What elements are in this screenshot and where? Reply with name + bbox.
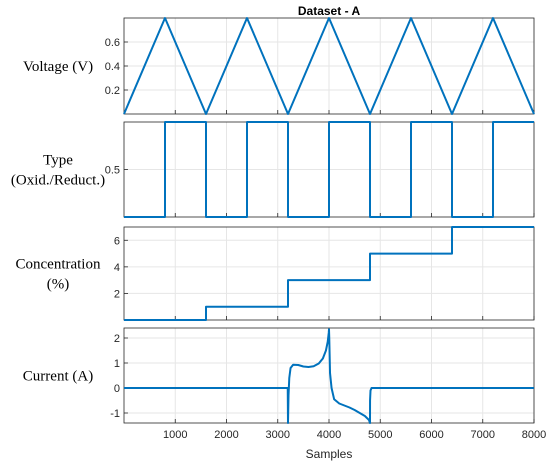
y-tick-label: 6 — [114, 235, 120, 247]
x-axis-label: Samples — [306, 447, 353, 461]
y-axis-label: Concentration — [16, 257, 101, 273]
y-tick-label: -1 — [110, 408, 120, 420]
y-tick-label: 0 — [114, 383, 120, 395]
y-tick-label: 4 — [114, 262, 120, 274]
panel-2: 0.5 Type (Oxid./Reduct.) — [11, 121, 535, 218]
x-tick-label: 6000 — [419, 429, 443, 441]
x-tick-label: 4000 — [317, 429, 341, 441]
y-axis-label: (Oxid./Reduct.) — [11, 173, 105, 189]
x-tick-label: 5000 — [368, 429, 392, 441]
x-tick-label: 3000 — [266, 429, 290, 441]
y-axis-label: Type — [43, 153, 73, 169]
figure-title: Dataset - A — [298, 4, 361, 18]
y-axis-label: Current (A) — [23, 369, 93, 385]
series-line — [123, 17, 535, 115]
panels: 0.2 0.4 0.6 Voltage (V) 0.5 Type (Oxid./Reduct… — [11, 17, 546, 441]
y-axis-label: (%) — [47, 277, 70, 293]
y-tick-label: 0.4 — [105, 61, 120, 73]
series-line — [124, 121, 534, 218]
panel-1: 0.2 0.4 0.6 Voltage (V) — [23, 17, 535, 115]
series-line — [124, 328, 534, 424]
y-tick-label: 2 — [114, 288, 120, 300]
panel-4: -1 0 1 2 1000 2000 3000 4000 5000 6000 7000 8000 Cur… — [23, 327, 546, 441]
x-tick-label: 7000 — [471, 429, 495, 441]
x-tick-label: 1000 — [163, 429, 187, 441]
y-tick-label: 1 — [114, 358, 120, 370]
y-tick-label: 0.6 — [105, 37, 120, 49]
x-tick-label: 2000 — [214, 429, 238, 441]
y-axis-label: Voltage (V) — [23, 59, 93, 75]
series-line — [124, 226, 534, 321]
x-tick-label: 8000 — [522, 429, 546, 441]
y-tick-label: 0.2 — [105, 85, 120, 97]
y-tick-label: 2 — [114, 333, 120, 345]
y-tick-label: 0.5 — [105, 165, 120, 177]
panel-3: 2 4 6 Concentration (%) — [16, 226, 535, 321]
